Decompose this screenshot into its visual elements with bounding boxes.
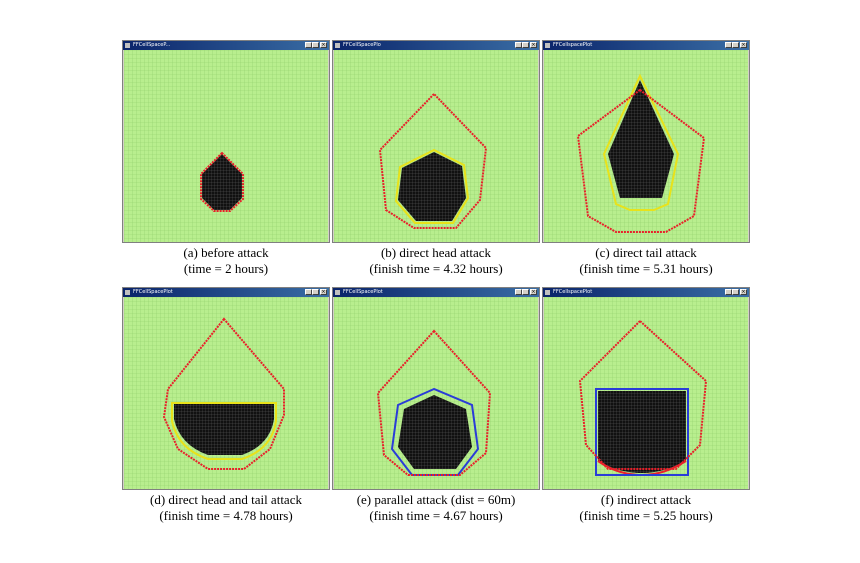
caption-c: (c) direct tail attack (finish time = 5.… bbox=[522, 245, 770, 277]
window-title: FFCellSpacePlot bbox=[343, 289, 383, 295]
app-icon bbox=[125, 290, 130, 295]
caption-time: (finish time = 5.25 hours) bbox=[579, 508, 713, 523]
cell-space-plot bbox=[544, 50, 748, 242]
fire-front-red bbox=[578, 319, 708, 470]
window-title-bar[interactable]: FFCellSpaceP... × bbox=[123, 41, 329, 50]
maximize-button[interactable] bbox=[732, 42, 739, 48]
fire-front-yellow bbox=[394, 148, 470, 224]
burned-area bbox=[174, 403, 274, 455]
caption-f: (f) indirect attack (finish time = 5.25 … bbox=[522, 492, 770, 524]
close-icon[interactable]: × bbox=[740, 42, 747, 48]
caption-title: (a) before attack bbox=[183, 245, 269, 260]
cell-space-plot bbox=[334, 50, 538, 242]
maximize-button[interactable] bbox=[522, 289, 529, 295]
close-icon[interactable]: × bbox=[320, 42, 327, 48]
minimize-button[interactable] bbox=[725, 289, 732, 295]
caption-time: (finish time = 4.67 hours) bbox=[369, 508, 503, 523]
caption-d: (d) direct head and tail attack (finish … bbox=[102, 492, 350, 524]
app-icon bbox=[335, 290, 340, 295]
close-icon[interactable]: × bbox=[530, 289, 537, 295]
caption-b: (b) direct head attack (finish time = 4.… bbox=[312, 245, 560, 277]
fire-front-yellow bbox=[602, 73, 680, 211]
app-icon bbox=[125, 43, 130, 48]
caption-title: (d) direct head and tail attack bbox=[150, 492, 302, 507]
window-title: FFCellSpacePlo bbox=[343, 42, 381, 48]
minimize-button[interactable] bbox=[725, 42, 732, 48]
caption-title: (b) direct head attack bbox=[380, 245, 492, 260]
caption-title: (c) direct tail attack bbox=[595, 245, 697, 260]
fire-front-red bbox=[376, 329, 492, 476]
app-icon bbox=[335, 43, 340, 48]
caption-a: (a) before attack (time = 2 hours) bbox=[102, 245, 350, 277]
window-title-bar[interactable]: FFCellSpacePlo × bbox=[333, 41, 539, 50]
maximize-button[interactable] bbox=[732, 289, 739, 295]
caption-time: (finish time = 4.32 hours) bbox=[369, 261, 503, 276]
window-title-bar[interactable]: FFCellspacePlot × bbox=[543, 288, 749, 297]
window-title-bar[interactable]: FFCellSpacePlot × bbox=[333, 288, 539, 297]
maximize-button[interactable] bbox=[522, 42, 529, 48]
window-title: FFCellspacePlot bbox=[553, 289, 593, 295]
close-icon[interactable]: × bbox=[530, 42, 537, 48]
burned-area bbox=[398, 395, 472, 469]
simulation-window-e[interactable]: FFCellSpacePlot × bbox=[332, 287, 540, 490]
burned-area bbox=[398, 152, 466, 221]
maximize-button[interactable] bbox=[312, 42, 319, 48]
app-icon bbox=[545, 43, 550, 48]
caption-time: (finish time = 5.31 hours) bbox=[579, 261, 713, 276]
window-title: FFCellSpaceP... bbox=[133, 42, 171, 48]
control-line-blue bbox=[595, 388, 689, 476]
close-icon[interactable]: × bbox=[740, 289, 747, 295]
simulation-window-b[interactable]: FFCellSpacePlo × bbox=[332, 40, 540, 243]
cell-space-plot bbox=[334, 297, 538, 489]
cell-space-plot bbox=[124, 297, 328, 489]
simulation-window-c[interactable]: FFCellspacePlot × bbox=[542, 40, 750, 243]
close-icon[interactable]: × bbox=[320, 289, 327, 295]
fire-front-red bbox=[162, 317, 285, 470]
window-title-bar[interactable]: FFCellSpacePlot × bbox=[123, 288, 329, 297]
app-icon bbox=[545, 290, 550, 295]
fire-front-yellow bbox=[171, 402, 277, 460]
window-title-bar[interactable]: FFCellspacePlot × bbox=[543, 41, 749, 50]
fire-front-red bbox=[576, 88, 706, 233]
fire-front-red bbox=[378, 92, 488, 229]
burned-area bbox=[598, 391, 686, 473]
caption-time: (time = 2 hours) bbox=[183, 261, 269, 276]
minimize-button[interactable] bbox=[305, 42, 312, 48]
caption-time: (finish time = 4.78 hours) bbox=[159, 508, 293, 523]
cell-space-plot bbox=[544, 297, 748, 489]
simulation-window-f[interactable]: FFCellspacePlot × bbox=[542, 287, 750, 490]
cell-space-plot bbox=[124, 50, 328, 242]
caption-title: (f) indirect attack bbox=[600, 492, 692, 507]
simulation-window-a[interactable]: FFCellSpaceP... × bbox=[122, 40, 330, 243]
caption-e: (e) parallel attack (dist = 60m) (finish… bbox=[312, 492, 560, 524]
window-title: FFCellSpacePlot bbox=[133, 289, 173, 295]
minimize-button[interactable] bbox=[515, 289, 522, 295]
burned-area bbox=[608, 80, 674, 198]
simulation-window-d[interactable]: FFCellSpacePlot × bbox=[122, 287, 330, 490]
window-title: FFCellspacePlot bbox=[553, 42, 593, 48]
minimize-button[interactable] bbox=[515, 42, 522, 48]
caption-title: (e) parallel attack (dist = 60m) bbox=[356, 492, 516, 507]
maximize-button[interactable] bbox=[312, 289, 319, 295]
burned-area bbox=[202, 154, 242, 210]
minimize-button[interactable] bbox=[305, 289, 312, 295]
fire-front-red bbox=[200, 151, 244, 212]
